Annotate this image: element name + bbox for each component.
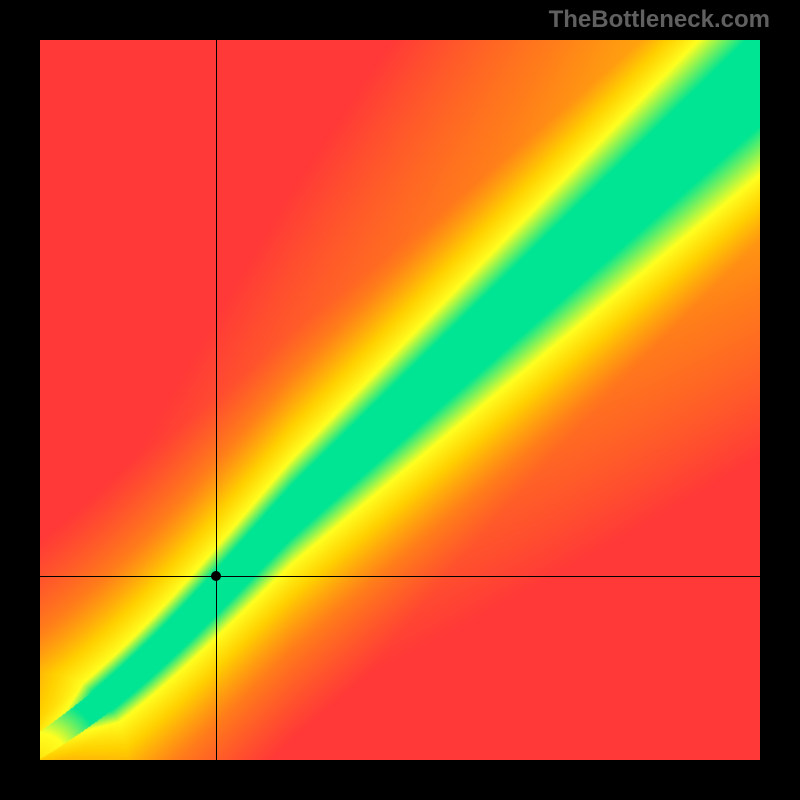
heatmap-canvas: [40, 40, 760, 760]
watermark-text: TheBottleneck.com: [549, 6, 770, 34]
marker-dot: [211, 571, 221, 581]
bottleneck-heatmap: [40, 40, 760, 760]
crosshair-horizontal: [40, 576, 760, 577]
crosshair-vertical: [216, 40, 217, 760]
